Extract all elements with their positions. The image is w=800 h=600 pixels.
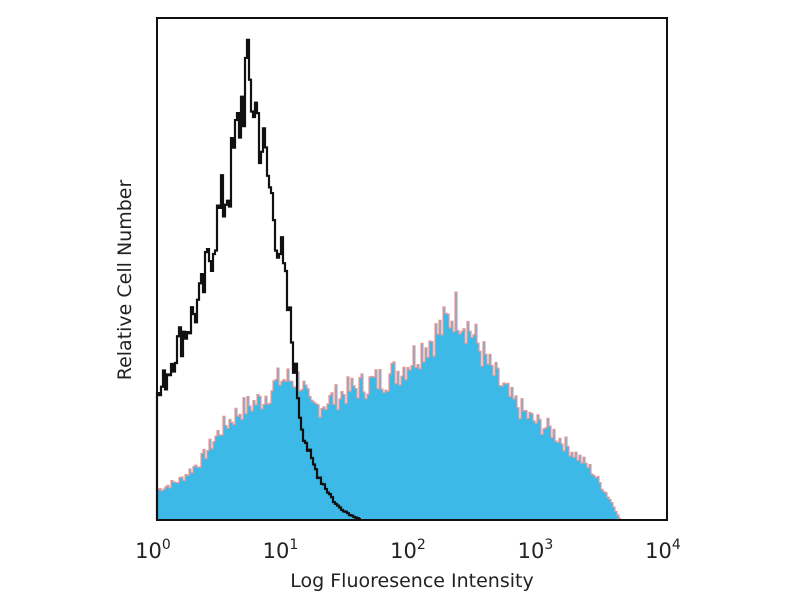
x-tick-label: 103 [518, 537, 554, 563]
x-tick-label: 104 [645, 537, 681, 563]
stained-histogram-fill [157, 292, 621, 520]
control-histogram-line [155, 38, 361, 521]
x-tick-labels: 100 101 102 103 104 [135, 537, 681, 563]
x-tick-label: 102 [390, 537, 426, 563]
x-axis-label: Log Fluoresence Intensity [290, 570, 533, 592]
y-axis-label: Relative Cell Number [114, 180, 136, 381]
series-layer [155, 38, 621, 521]
stained-histogram-edge [156, 291, 621, 520]
x-tick-label: 100 [135, 537, 171, 563]
x-tick-label: 101 [263, 537, 299, 563]
plot-frame [156, 17, 668, 521]
